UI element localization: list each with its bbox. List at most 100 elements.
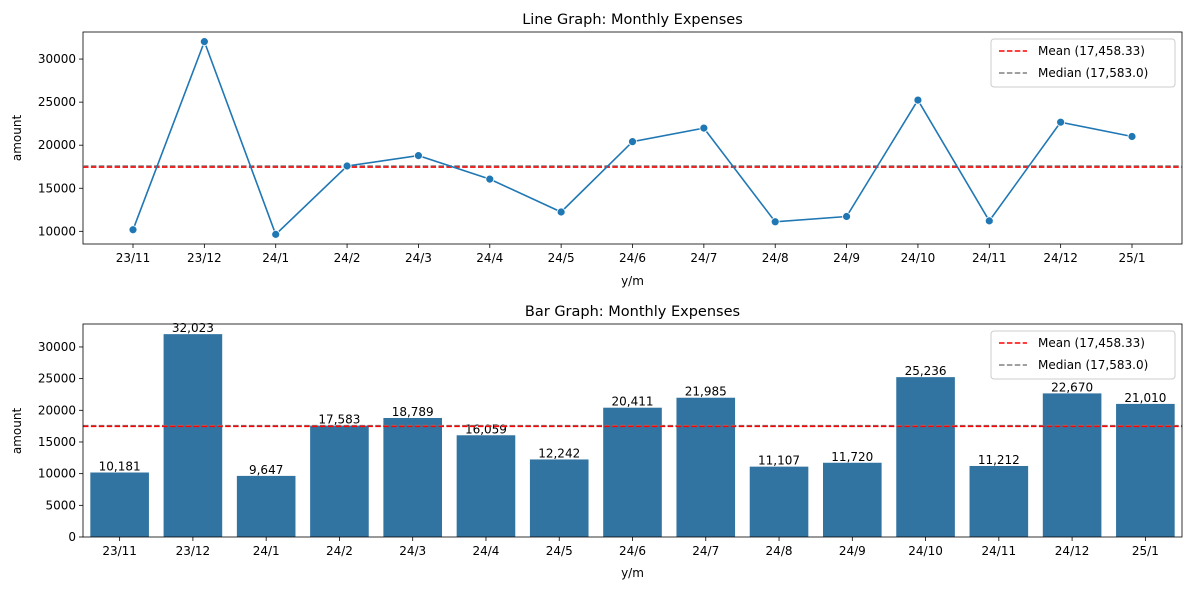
line-data-point	[984, 216, 994, 226]
line-y-tick-label: 10000	[38, 224, 76, 238]
line-y-tick-label: 15000	[38, 181, 76, 195]
bar	[822, 462, 882, 537]
line-y-tick-label: 30000	[38, 52, 76, 66]
bar-x-tick-label: 24/10	[908, 544, 943, 558]
line-data-point	[1127, 132, 1137, 141]
line-x-tick-label: 24/4	[476, 251, 503, 265]
bar-value-label: 25,236	[905, 364, 947, 378]
line-x-tick-label: 24/2	[334, 251, 361, 265]
line-legend: Mean (17,458.33) Median (17,583.0)	[990, 38, 1176, 88]
line-x-tick-label: 24/11	[972, 251, 1007, 265]
line-data-point	[699, 123, 709, 133]
bar	[90, 472, 149, 537]
bar-x-tick-label: 24/7	[692, 544, 719, 558]
line-data-point	[485, 174, 495, 184]
bar-x-tick-label: 24/5	[546, 544, 573, 558]
bar-x-tick-label: 24/8	[766, 544, 793, 558]
line-x-tick-label: 24/8	[762, 251, 789, 265]
bar-x-tick-label: 24/2	[326, 544, 353, 558]
line-x-tick-label: 24/5	[548, 251, 575, 265]
line-x-tick-label: 24/3	[405, 251, 432, 265]
bar-y-tick-label: 15000	[38, 435, 76, 449]
bar-y-tick-label: 25000	[38, 372, 76, 386]
bar-y-tick-label: 30000	[38, 340, 76, 354]
bar	[163, 334, 223, 537]
bar-value-label: 17,583	[318, 413, 360, 427]
bar-chart: Bar Graph: Monthly Expenses 0 5000 10000 15…	[10, 304, 1183, 580]
line-y-axis-title: amount	[10, 115, 24, 162]
bar-value-label: 21,010	[1124, 391, 1166, 405]
line-data-point	[1056, 117, 1066, 127]
line-y-tick-label: 20000	[38, 138, 76, 152]
bar-x-tick-label: 24/6	[619, 544, 646, 558]
line-legend-mean-label: Mean (17,458.33)	[1038, 44, 1145, 58]
line-data-point	[199, 37, 209, 47]
bar-legend: Mean (17,458.33) Median (17,583.0)	[990, 330, 1176, 380]
bar-legend-box	[990, 330, 1176, 380]
bar-value-label: 11,107	[758, 454, 800, 468]
line-legend-box	[990, 38, 1176, 88]
bar	[236, 475, 296, 537]
bar	[969, 465, 1029, 537]
bar-x-tick-label: 24/12	[1055, 544, 1090, 558]
line-data-point	[342, 161, 352, 171]
bar-legend-median-label: Median (17,583.0)	[1038, 358, 1148, 372]
bar-x-tick-label: 24/4	[472, 544, 499, 558]
line-x-tick-label: 24/7	[690, 251, 717, 265]
bar-x-tick-label: 24/11	[982, 544, 1017, 558]
bar-value-label: 32,023	[172, 321, 214, 335]
bar-x-tick-label: 24/9	[839, 544, 866, 558]
line-x-tick-label: 25/1	[1119, 251, 1146, 265]
line-y-tick-label: 25000	[38, 95, 76, 109]
bar-value-label: 18,789	[392, 405, 434, 419]
bar	[896, 377, 955, 537]
bar-chart-title: Bar Graph: Monthly Expenses	[525, 304, 740, 320]
line-data-point	[556, 207, 566, 217]
line-legend-median-label: Median (17,583.0)	[1038, 66, 1148, 80]
bar-value-label: 20,411	[612, 395, 654, 409]
bar	[1042, 393, 1102, 537]
bar-y-axis-title: amount	[10, 408, 24, 455]
bar-x-tick-label: 25/1	[1132, 544, 1159, 558]
bar-y-tick-label: 20000	[38, 403, 76, 417]
bar	[749, 466, 809, 537]
line-chart-title: Line Graph: Monthly Expenses	[522, 12, 743, 28]
bar-x-axis-title: y/m	[621, 566, 644, 580]
line-data-point	[628, 137, 637, 147]
line-x-axis-title: y/m	[621, 274, 644, 288]
bar	[383, 417, 443, 537]
bar-x-tick-label: 23/12	[176, 544, 211, 558]
line-chart: Line Graph: Monthly Expenses 10000 15000 2…	[10, 12, 1183, 288]
bar-plot-frame	[82, 323, 1183, 538]
bar	[529, 459, 589, 537]
bar-value-label: 16,059	[465, 422, 507, 436]
line-data-point	[770, 217, 780, 227]
bar	[603, 407, 662, 537]
bar-value-label: 11,720	[831, 450, 873, 464]
bar-legend-mean-label: Mean (17,458.33)	[1038, 336, 1145, 350]
bar-x-tick-label: 23/11	[102, 544, 137, 558]
line-x-tick-label: 24/9	[833, 251, 860, 265]
line-data-point	[128, 225, 138, 235]
bar-value-label: 21,985	[685, 385, 727, 399]
bar-value-label: 11,212	[978, 453, 1020, 467]
line-x-tick-label: 23/12	[187, 251, 222, 265]
bar-value-label: 10,181	[99, 460, 141, 474]
bar-y-tick-label: 0	[68, 530, 76, 544]
bar	[676, 397, 736, 537]
line-x-tick-label: 24/6	[619, 251, 646, 265]
bar-x-tick-label: 24/3	[399, 544, 426, 558]
line-x-tick-label: 24/10	[901, 251, 936, 265]
bar-value-label: 12,242	[538, 446, 580, 460]
bar	[310, 425, 369, 537]
line-data-point	[414, 151, 423, 161]
bar	[456, 435, 516, 537]
line-x-tick-label: 23/11	[116, 251, 151, 265]
line-x-tick-label: 24/12	[1043, 251, 1078, 265]
line-x-tick-label: 24/1	[262, 251, 289, 265]
bar-y-tick-label: 5000	[45, 498, 76, 512]
line-data-point	[842, 212, 851, 221]
bar	[1116, 403, 1175, 537]
bar-x-tick-label: 24/1	[253, 544, 280, 558]
